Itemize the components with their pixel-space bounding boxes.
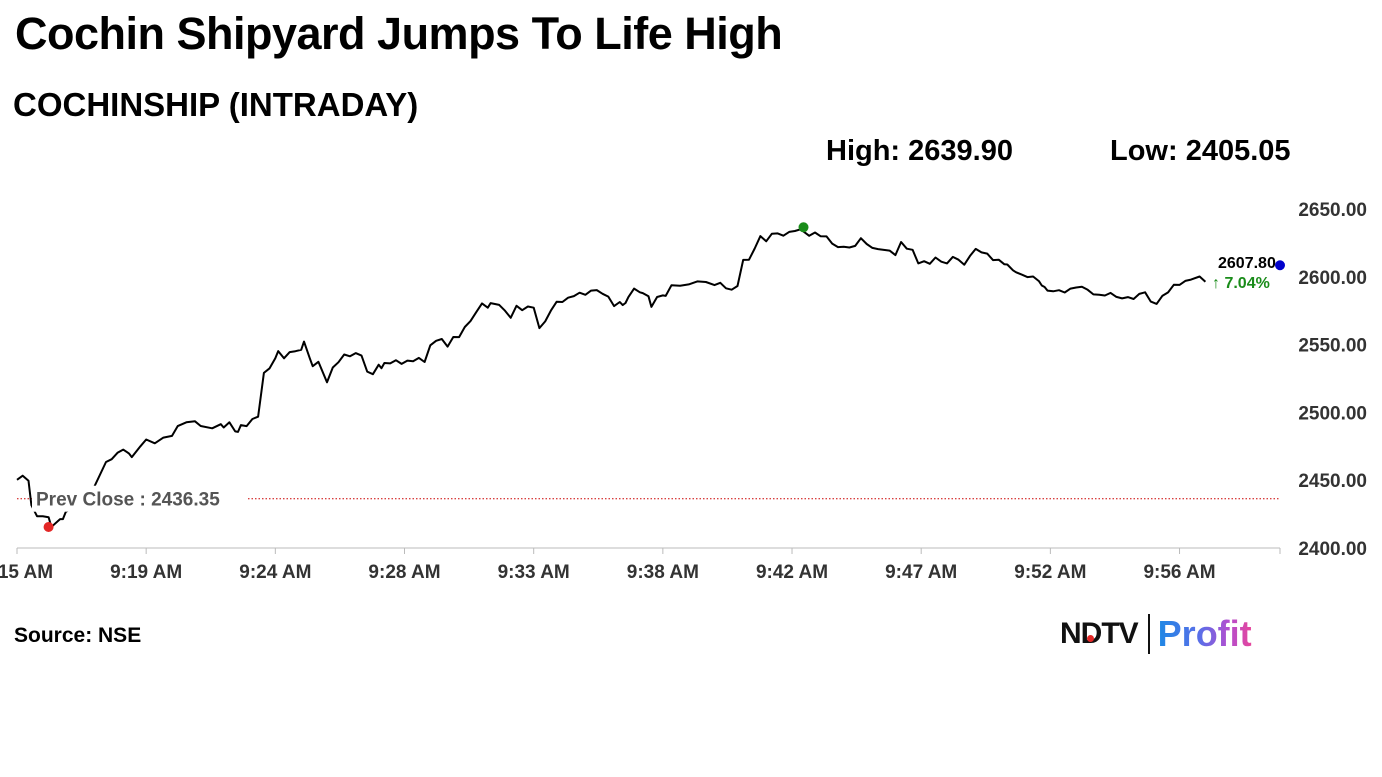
ndtv-profit-logo: NDTV Profit <box>1060 612 1252 656</box>
x-tick-label: 9:28 AM <box>368 562 440 583</box>
last-price-label: 2607.80 <box>1218 255 1276 272</box>
y-tick-label: 2450.00 <box>1298 471 1367 492</box>
x-tick-label: 9:52 AM <box>1014 562 1086 583</box>
prev-close-label: Prev Close : 2436.35 <box>36 490 220 511</box>
source-note: Source: NSE <box>14 624 142 647</box>
x-tick-label: 9:19 AM <box>110 562 182 583</box>
x-tick-label: 9:33 AM <box>498 562 570 583</box>
day-low-marker <box>43 521 54 532</box>
x-tick-label: 9:15 AM <box>0 562 53 583</box>
logo-ndtv-wordmark: NDTV <box>1060 617 1139 651</box>
price-series-line <box>16 228 1207 528</box>
y-tick-label: 2550.00 <box>1298 336 1367 357</box>
low-stat: Low: 2405.05 <box>1110 135 1291 167</box>
chart-headline: Cochin Shipyard Jumps To Life High <box>15 8 783 59</box>
change-percent-label: ↑ 7.04% <box>1212 275 1270 292</box>
x-tick-label: 9:38 AM <box>627 562 699 583</box>
y-tick-label: 2500.00 <box>1298 403 1367 424</box>
logo-separator <box>1147 614 1150 654</box>
x-tick-label: 9:56 AM <box>1143 562 1215 583</box>
prev-close-label-bg <box>32 485 246 512</box>
y-tick-label: 2650.00 <box>1298 200 1367 221</box>
last-price-marker <box>1275 260 1285 271</box>
logo-ndtv-text: NDTV <box>1060 617 1139 650</box>
logo-red-dot <box>1087 635 1094 642</box>
logo-profit-text: Profit <box>1157 613 1252 654</box>
y-tick-label: 2600.00 <box>1298 268 1367 289</box>
day-high-marker <box>798 222 809 233</box>
chart-subheadline: COCHINSHIP (INTRADAY) <box>13 86 419 123</box>
x-tick-label: 9:42 AM <box>756 562 828 583</box>
x-tick-label: 9:24 AM <box>239 562 311 583</box>
x-tick-label: 9:47 AM <box>885 562 957 583</box>
y-tick-label: 2400.00 <box>1298 539 1367 560</box>
high-stat: High: 2639.90 <box>826 135 1013 167</box>
